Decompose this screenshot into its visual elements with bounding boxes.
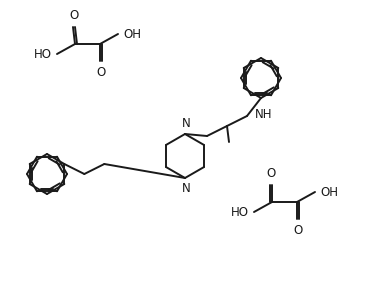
- Text: HO: HO: [34, 47, 52, 61]
- Text: HO: HO: [231, 206, 249, 219]
- Text: N: N: [182, 182, 190, 195]
- Text: O: O: [96, 66, 106, 79]
- Text: O: O: [69, 9, 79, 22]
- Text: N: N: [182, 117, 190, 130]
- Text: OH: OH: [123, 28, 141, 41]
- Text: O: O: [293, 224, 303, 237]
- Text: NH: NH: [255, 107, 273, 120]
- Text: O: O: [266, 167, 276, 180]
- Text: OH: OH: [320, 186, 338, 199]
